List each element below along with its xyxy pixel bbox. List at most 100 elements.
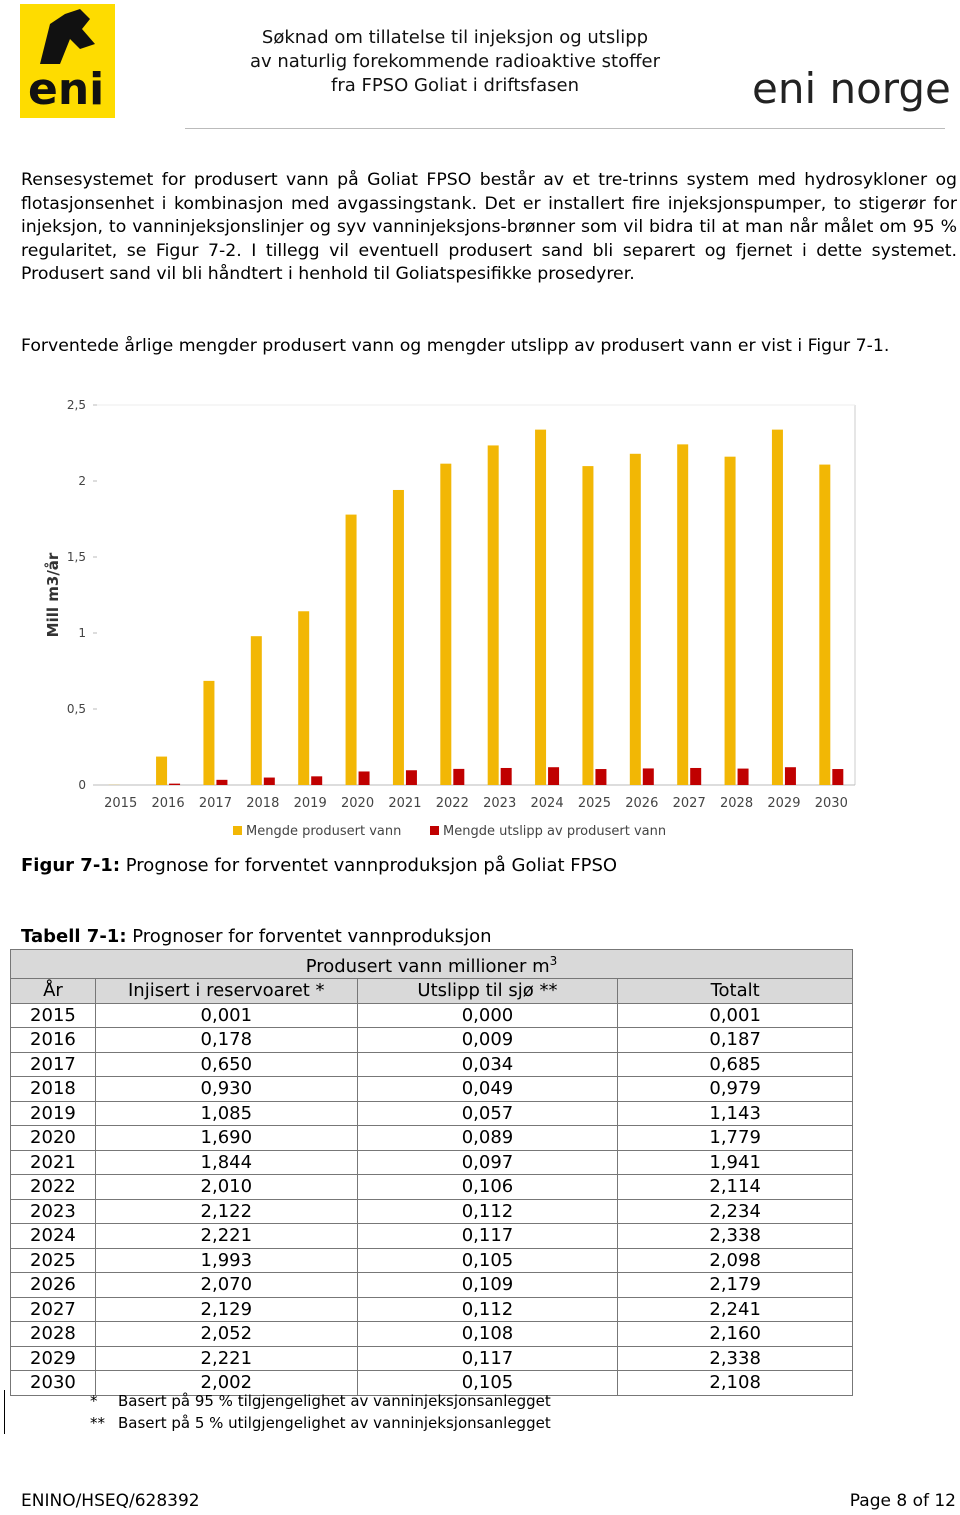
table-cell: 2020	[10, 1125, 96, 1151]
table-cell: 2029	[10, 1345, 96, 1371]
logo-dog	[40, 9, 95, 64]
chart: 0 0,5 1 1,5 2 2,5 Mill m3/år 2015 2016 2017 2018 20…	[44, 398, 856, 839]
table-cell: 2,179	[617, 1272, 853, 1298]
x-tick-label: 2026	[625, 796, 658, 811]
x-tick-label: 2028	[720, 796, 753, 811]
table-row: 2016 0,178 0,009 0,187	[10, 1027, 853, 1053]
table-cell: 0,097	[356, 1149, 619, 1175]
footnote-marker: **	[90, 1414, 105, 1432]
table-row: 2023 2,122 0,112 2,234	[10, 1198, 853, 1224]
table-cell: 0,109	[356, 1272, 619, 1298]
table-cell: 0,105	[356, 1247, 619, 1273]
x-tick-label: 2027	[673, 796, 706, 811]
table-row: 2025 1,993 0,105 2,098	[10, 1247, 853, 1273]
bar	[500, 767, 512, 785]
logo: eni	[20, 4, 115, 118]
table-cell: 2025	[10, 1247, 96, 1273]
table-cell: 2016	[10, 1027, 96, 1053]
bar	[737, 768, 749, 785]
y-tick-label: 2	[78, 474, 86, 488]
table-cell: 0,000	[356, 1002, 619, 1028]
brand: eni norge	[752, 64, 951, 113]
legend-swatch	[430, 826, 439, 835]
table-cell: 0,979	[617, 1076, 853, 1102]
table-cell: 2027	[10, 1296, 96, 1322]
table-cell: 2,122	[94, 1198, 358, 1224]
caption-label: Figur 7-1:	[21, 855, 121, 876]
table-cell: 2,221	[94, 1345, 358, 1371]
table-row: 2015 0,001 0,000 0,001	[10, 1002, 853, 1028]
footer-right: Page 8 of 12	[849, 1491, 956, 1511]
y-tick-label: 1,5	[67, 550, 86, 564]
y-tick-label: 0	[78, 778, 86, 792]
y-tick-label: 0,5	[67, 702, 86, 716]
x-tick-label: 2019	[294, 796, 327, 811]
table-cell: 0,049	[356, 1076, 619, 1102]
bar	[453, 768, 465, 785]
table-cell: 2,010	[94, 1174, 358, 1200]
paragraph: Rensesystemet for produsert vann på Goli…	[21, 170, 957, 284]
table-row: 2020 1,690 0,089 1,779	[10, 1125, 853, 1151]
footnote-text: Basert på 95 % tilgjengelighet av vannin…	[118, 1392, 551, 1410]
table-row: 2022 2,010 0,106 2,114	[10, 1174, 853, 1200]
footnote: ** Basert på 5 % utilgjengelighet av vann…	[90, 1414, 551, 1436]
table-cell: 0,930	[94, 1076, 358, 1102]
table-cell: 2,114	[617, 1174, 853, 1200]
table-cell: 2,241	[617, 1296, 853, 1322]
x-tick-label: 2024	[531, 796, 564, 811]
column-header: År	[10, 978, 96, 1004]
x-tick-label: 2022	[436, 796, 469, 811]
bar	[487, 445, 499, 785]
bar	[784, 767, 796, 785]
header-title: av naturlig forekommende radioaktive sto…	[249, 51, 660, 72]
table-cell: 1,143	[617, 1100, 853, 1126]
table: Produsert vann millioner m3 År Injisert i…	[10, 949, 853, 1396]
bar	[832, 769, 844, 785]
column-header: Utslipp til sjø **	[356, 978, 619, 1004]
table-cell: 0,089	[356, 1125, 619, 1151]
table-cell: 2015	[10, 1002, 96, 1028]
bar	[819, 464, 831, 785]
table-cell: 0,001	[94, 1002, 358, 1028]
table-cell: 2,129	[94, 1296, 358, 1322]
x-tick-label: 2021	[388, 796, 421, 811]
table-cell: 0,112	[356, 1296, 619, 1322]
table-cell: 2030	[10, 1370, 96, 1396]
table-cell: 2021	[10, 1149, 96, 1175]
table-row: 2027 2,129 0,112 2,241	[10, 1296, 853, 1322]
table-cell: 1,941	[617, 1149, 853, 1175]
table-cell: 0,117	[356, 1223, 619, 1249]
table-cell: 2,221	[94, 1223, 358, 1249]
table-row: 2029 2,221 0,117 2,338	[10, 1345, 853, 1371]
bar	[595, 769, 607, 785]
table-cell: 1,779	[617, 1125, 853, 1151]
logo-text: eni	[28, 64, 105, 115]
caption-label: Tabell 7-1:	[21, 926, 127, 947]
table-cell: 2024	[10, 1223, 96, 1249]
bar	[156, 756, 168, 785]
footnote-text: Basert på 5 % utilgjengelighet av vannin…	[118, 1414, 551, 1432]
table-cell: 2019	[10, 1100, 96, 1126]
table-cell: 2,070	[94, 1272, 358, 1298]
paragraph: Forventede årlige mengder produsert vann…	[21, 336, 890, 356]
table-cell: 0,001	[617, 1002, 853, 1028]
column-header: Totalt	[617, 978, 853, 1004]
bar	[405, 770, 417, 785]
table-row: 2018 0,930 0,049 0,979	[10, 1076, 853, 1102]
bar	[440, 463, 452, 785]
table-row: 2019 1,085 0,057 1,143	[10, 1100, 853, 1126]
bar	[203, 680, 215, 785]
x-tick-label: 2023	[483, 796, 516, 811]
x-tick-label: 2025	[578, 796, 611, 811]
table-cell: 0,112	[356, 1198, 619, 1224]
table-cell: 0,178	[94, 1027, 358, 1053]
x-tick-label: 2018	[246, 796, 279, 811]
table-caption: Tabell 7-1: Prognoser for forventet vann…	[21, 926, 492, 947]
table-row: 2028 2,052 0,108 2,160	[10, 1321, 853, 1347]
bar	[298, 611, 310, 785]
table-cell: 2,002	[94, 1370, 358, 1396]
footer-left: ENINO/HSEQ/628392	[21, 1491, 200, 1511]
table-row: 2024 2,221 0,117 2,338	[10, 1223, 853, 1249]
header-title: Søknad om tillatelse til injeksjon og ut…	[261, 27, 649, 48]
table-cell: 0,057	[356, 1100, 619, 1126]
